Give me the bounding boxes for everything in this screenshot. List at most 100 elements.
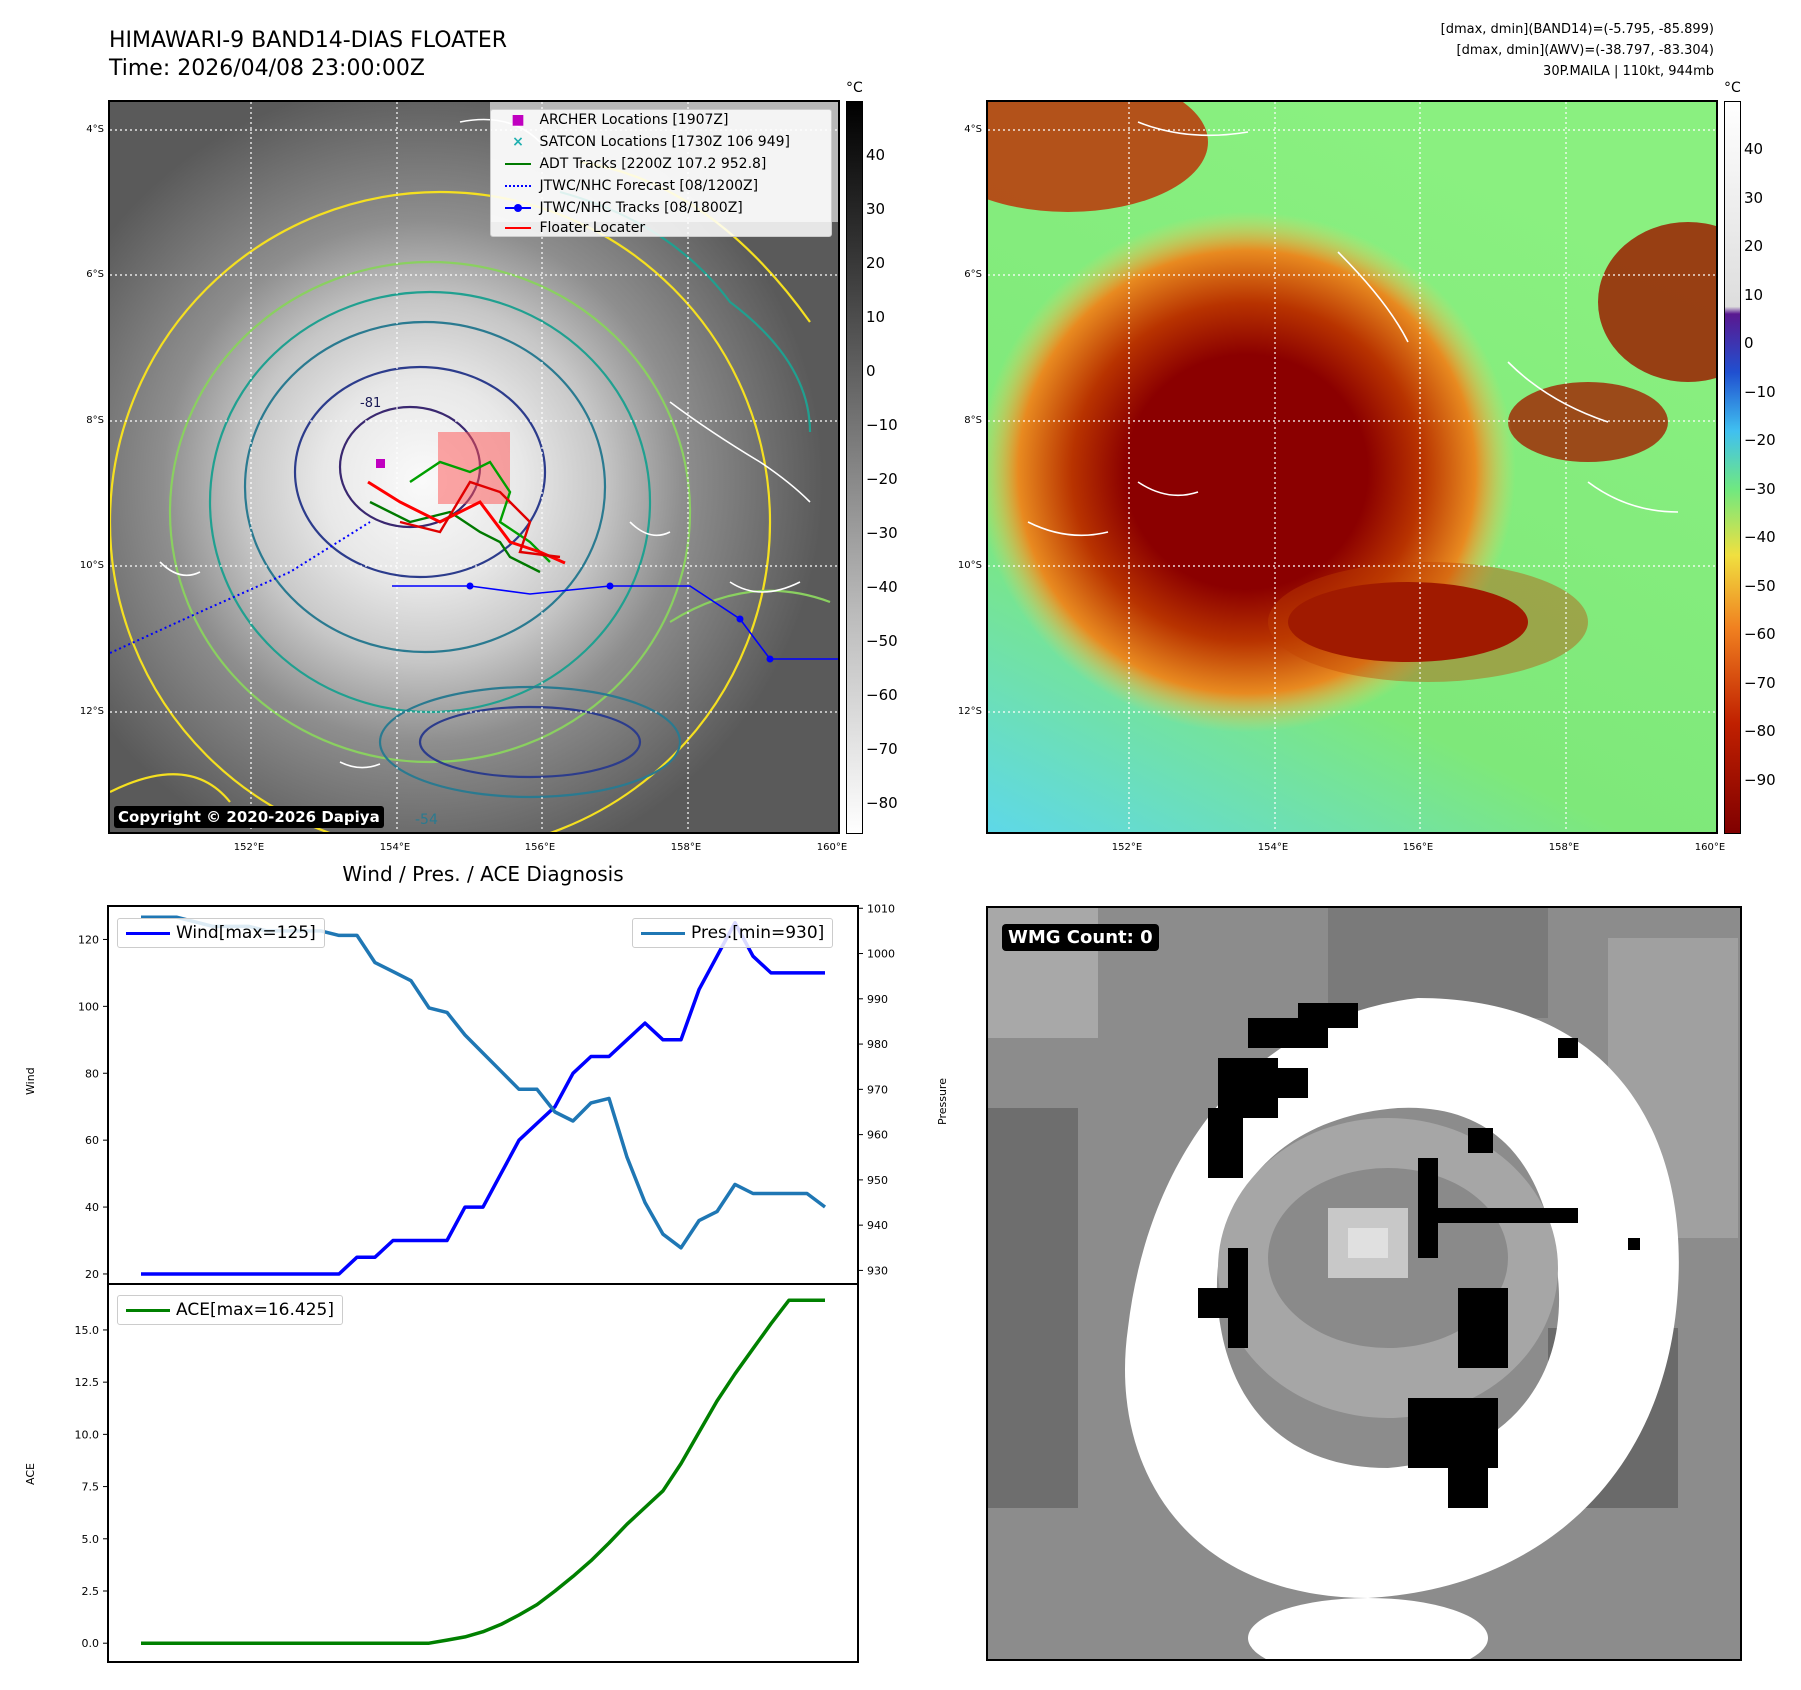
colorbar-tick-label: −60 <box>866 686 898 704</box>
colorbar-tick-label: 40 <box>1744 140 1764 158</box>
colorbar-tick-label: −70 <box>866 740 898 758</box>
wmg-image <box>988 908 1740 1659</box>
legend-jtwc-forecast: JTWC/NHC Forecast [08/1200Z] <box>501 178 758 198</box>
ace-tick-label: 2.5 <box>82 1585 100 1598</box>
legend-archer: ■ ARCHER Locations [1907Z] <box>501 112 728 132</box>
lon-tick-label: 160°E <box>1694 842 1726 853</box>
line-dot-icon <box>505 204 531 212</box>
colorbar-tick-label: 10 <box>866 308 886 326</box>
ir-colorbar-unit: °C <box>846 80 863 96</box>
pressure-tick-label: 930 <box>867 1264 888 1277</box>
lat-tick-label: 8°S <box>964 415 982 426</box>
lat-tick-label: 4°S <box>86 124 104 135</box>
pressure-tick-label: 940 <box>867 1219 888 1232</box>
colorbar-tick-label: 20 <box>1744 237 1764 255</box>
line-icon <box>126 931 170 935</box>
line-icon <box>505 163 531 165</box>
colorbar-tick-label: −90 <box>1744 770 1776 789</box>
info-dmax-band14: [dmax, dmin](BAND14)=(-5.795, -85.899) <box>1440 22 1714 37</box>
wind-series-line <box>141 920 825 1276</box>
colorbar-tick-label: −80 <box>1744 722 1776 740</box>
colorbar-tick-label: 40 <box>866 146 886 164</box>
colorbar-tick-label: −10 <box>1744 382 1776 401</box>
lon-tick-label: 156°E <box>524 842 556 853</box>
wind-tick-label: 80 <box>85 1067 99 1080</box>
colorbar-tick-label: −40 <box>1744 528 1776 546</box>
wind-tick-label: 60 <box>85 1134 99 1147</box>
colorbar-tick-label: −10 <box>866 416 898 434</box>
colorbar-tick-label: 30 <box>1744 188 1764 207</box>
contour-label-81: -81 <box>360 396 381 411</box>
lon-tick-label: 152°E <box>233 842 265 853</box>
pressure-tick-label: 970 <box>867 1083 888 1096</box>
wind-legend: Wind[max=125] <box>117 918 325 948</box>
lat-tick-label: 8°S <box>86 415 104 426</box>
lon-tick-label: 154°E <box>1257 842 1289 853</box>
colorbar-tick-label: 0 <box>866 362 876 380</box>
lon-tick-label: 160°E <box>816 842 848 853</box>
lat-tick-label: 12°S <box>957 706 982 717</box>
ace-tick-label: 12.5 <box>75 1376 100 1389</box>
pressure-axis-label: Pressure <box>936 1078 949 1125</box>
lon-tick-label: 156°E <box>1402 842 1434 853</box>
lat-tick-label: 6°S <box>964 269 982 280</box>
pressure-tick-label: 960 <box>867 1129 888 1142</box>
wind-tick-label: 20 <box>85 1268 99 1281</box>
colorbar-tick-label: 20 <box>866 254 886 272</box>
wind-tick-label: 100 <box>78 1000 99 1013</box>
legend-jtwc-tracks: JTWC/NHC Tracks [08/1800Z] <box>501 200 743 220</box>
colorbar-tick-label: −20 <box>1744 431 1776 449</box>
wmg-count-label: WMG Count: 0 <box>1002 924 1159 951</box>
ace-tick-label: 10.0 <box>75 1428 100 1441</box>
colorbar-tick-label: −50 <box>1744 576 1776 595</box>
colorbar-tick-label: −30 <box>866 524 898 542</box>
colorbar-tick-label: 30 <box>866 200 886 218</box>
pressure-tick-label: 1000 <box>867 948 895 961</box>
chart-timestamp: Time: 2026/04/08 23:00:00Z <box>109 56 425 81</box>
legend-satcon: × SATCON Locations [1730Z 106 949] <box>501 134 790 154</box>
square-marker-icon: ■ <box>511 112 525 128</box>
line-icon <box>505 227 531 229</box>
ace-legend: ACE[max=16.425] <box>117 1295 343 1325</box>
ace-axis-label: ACE <box>24 1463 37 1485</box>
colorbar-tick-label: −20 <box>866 470 898 488</box>
lon-tick-label: 158°E <box>670 842 702 853</box>
pressure-tick-label: 1010 <box>867 902 895 915</box>
ace-tick-label: 5.0 <box>82 1533 100 1546</box>
x-marker-icon: × <box>512 134 524 150</box>
pressure-tick-label: 990 <box>867 993 888 1006</box>
wind-tick-label: 120 <box>78 933 99 946</box>
ir-map-panel: -81 -54 ■ ARCHER Locations [1907Z] × SAT… <box>108 100 840 834</box>
pressure-tick-label: 950 <box>867 1174 888 1187</box>
lat-tick-label: 4°S <box>964 124 982 135</box>
lon-tick-label: 152°E <box>1111 842 1143 853</box>
awv-colorbar-unit: °C <box>1724 80 1741 96</box>
info-dmax-awv: [dmax, dmin](AWV)=(-38.797, -83.304) <box>1456 43 1714 58</box>
pressure-tick-label: 980 <box>867 1038 888 1051</box>
pressure-legend: Pres.[min=930] <box>632 918 834 948</box>
ir-colorbar <box>846 101 863 834</box>
ir-legend: ■ ARCHER Locations [1907Z] × SATCON Loca… <box>490 109 832 237</box>
awv-colorbar <box>1724 101 1741 834</box>
colorbar-tick-label: −60 <box>1744 625 1776 643</box>
ace-series-line <box>141 1298 825 1645</box>
line-icon <box>126 1308 170 1312</box>
ace-tick-label: 15.0 <box>75 1324 100 1337</box>
lat-tick-label: 10°S <box>79 560 104 571</box>
colorbar-tick-label: 0 <box>1744 334 1754 352</box>
wind-axis-label: Wind <box>24 1067 37 1095</box>
ace-tick-label: 7.5 <box>82 1481 100 1494</box>
copyright-label: Copyright © 2020-2026 Dapiya <box>114 806 384 828</box>
lat-tick-label: 10°S <box>957 560 982 571</box>
colorbar-tick-label: −70 <box>1744 673 1776 692</box>
colorbar-tick-label: −40 <box>866 578 898 596</box>
pressure-series-line <box>141 915 827 1250</box>
diagnosis-title: Wind / Pres. / ACE Diagnosis <box>342 862 624 886</box>
colorbar-tick-label: −80 <box>866 794 898 812</box>
ace-tick-label: 0.0 <box>82 1637 100 1650</box>
lat-tick-label: 12°S <box>79 706 104 717</box>
wind-tick-label: 40 <box>85 1201 99 1214</box>
info-storm: 30P.MAILA | 110kt, 944mb <box>1543 64 1714 79</box>
chart-title: HIMAWARI-9 BAND14-DIAS FLOATER <box>109 28 508 53</box>
